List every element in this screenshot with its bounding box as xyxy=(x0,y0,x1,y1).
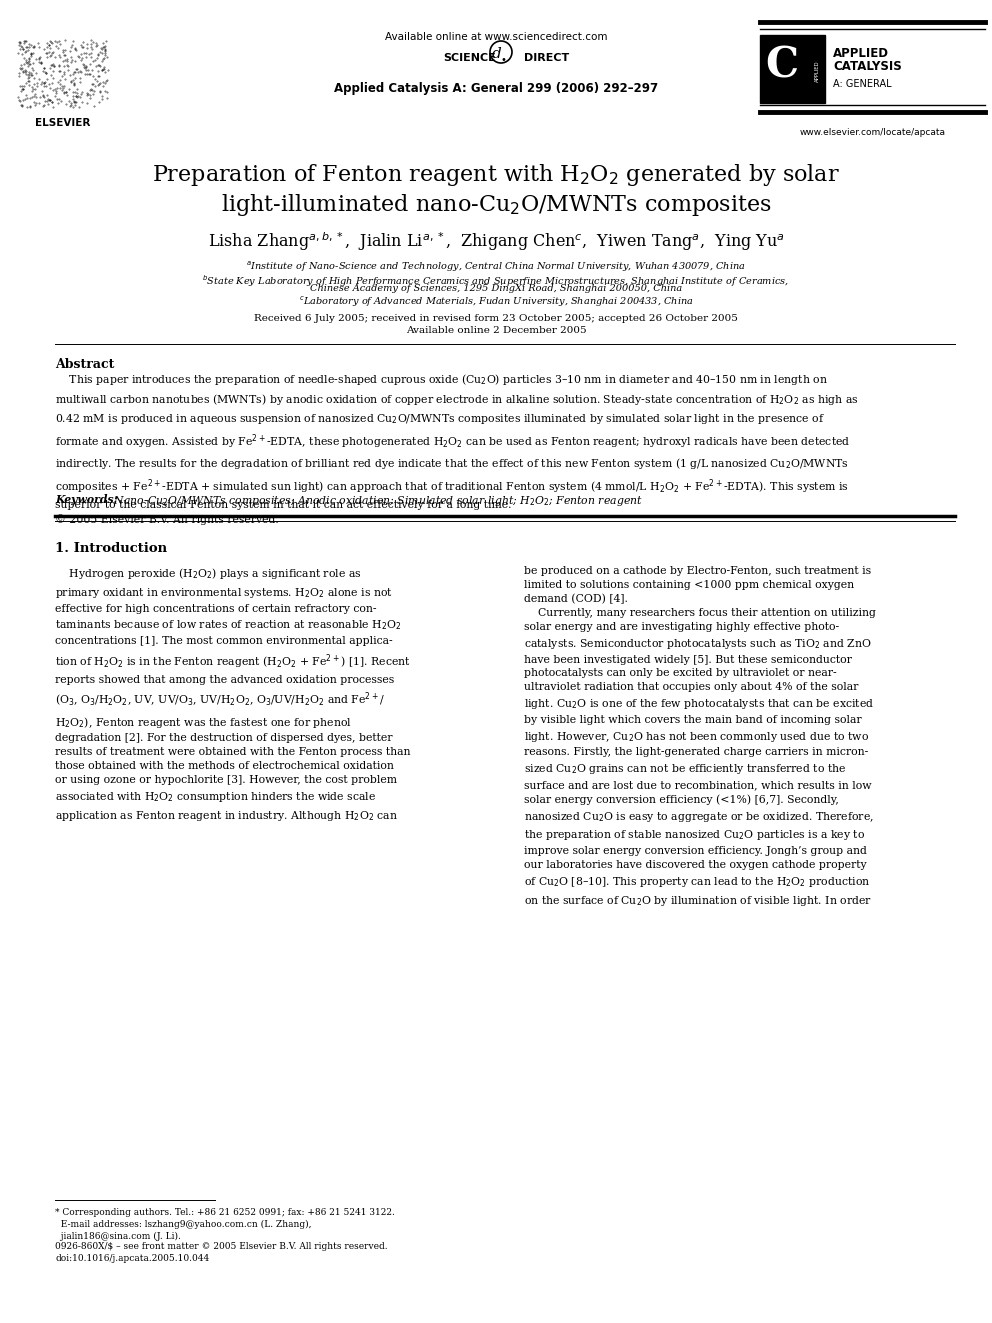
Text: APPLIED: APPLIED xyxy=(833,48,889,60)
Text: Applied Catalysis A: General 299 (2006) 292–297: Applied Catalysis A: General 299 (2006) … xyxy=(334,82,658,95)
Text: $^a$Institute of Nano-Science and Technology, Central China Normal University, W: $^a$Institute of Nano-Science and Techno… xyxy=(246,261,746,274)
Text: A: GENERAL: A: GENERAL xyxy=(833,79,892,89)
Text: 0926-860X/$ – see front matter © 2005 Elsevier B.V. All rights reserved.
doi:10.: 0926-860X/$ – see front matter © 2005 El… xyxy=(55,1242,388,1262)
Text: ELSEVIER: ELSEVIER xyxy=(36,118,90,128)
Text: Received 6 July 2005; received in revised form 23 October 2005; accepted 26 Octo: Received 6 July 2005; received in revise… xyxy=(254,314,738,323)
Text: d: d xyxy=(492,48,502,61)
Text: Preparation of Fenton reagent with H$_2$O$_2$ generated by solar: Preparation of Fenton reagent with H$_2$… xyxy=(152,161,840,188)
Text: Lisha Zhang$^{a,b,*}$,  Jialin Li$^{a,*}$,  Zhigang Chen$^{c}$,  Yiwen Tang$^{a}: Lisha Zhang$^{a,b,*}$, Jialin Li$^{a,*}$… xyxy=(207,230,785,253)
Text: SCIENCE: SCIENCE xyxy=(443,53,496,64)
Text: $^c$Laboratory of Advanced Materials, Fudan University, Shanghai 200433, China: $^c$Laboratory of Advanced Materials, Fu… xyxy=(299,295,693,310)
Text: Chinese Academy of Sciences, 1295 DingXi Road, Shanghai 200050, China: Chinese Academy of Sciences, 1295 DingXi… xyxy=(310,284,682,292)
Text: light-illuminated nano-Cu$_2$O/MWNTs composites: light-illuminated nano-Cu$_2$O/MWNTs com… xyxy=(220,192,772,218)
Text: This paper introduces the preparation of needle-shaped cuprous oxide (Cu$_2$O) p: This paper introduces the preparation of… xyxy=(55,372,858,525)
Text: * Corresponding authors. Tel.: +86 21 6252 0991; fax: +86 21 5241 3122.
  E-mail: * Corresponding authors. Tel.: +86 21 62… xyxy=(55,1208,395,1241)
Text: $^b$State Key Laboratory of High Performance Ceramics and Superfine Microstructu: $^b$State Key Laboratory of High Perform… xyxy=(202,273,790,288)
Text: APPLIED: APPLIED xyxy=(814,61,819,82)
FancyBboxPatch shape xyxy=(760,34,825,103)
Text: Abstract: Abstract xyxy=(55,359,114,370)
Text: •: • xyxy=(501,56,507,65)
Text: Nano-Cu$_2$O/MWNTs composites; Anodic oxidation; Simulated solar light; H$_2$O$_: Nano-Cu$_2$O/MWNTs composites; Anodic ox… xyxy=(107,493,643,508)
Text: DIRECT: DIRECT xyxy=(524,53,569,64)
Text: CATALYSIS: CATALYSIS xyxy=(833,60,902,73)
Text: be produced on a cathode by Electro-Fenton, such treatment is
limited to solutio: be produced on a cathode by Electro-Fent… xyxy=(524,566,876,908)
Text: 1. Introduction: 1. Introduction xyxy=(55,542,167,556)
Text: Available online at www.sciencedirect.com: Available online at www.sciencedirect.co… xyxy=(385,32,607,42)
Text: Hydrogen peroxide (H$_2$O$_2$) plays a significant role as
primary oxidant in en: Hydrogen peroxide (H$_2$O$_2$) plays a s… xyxy=(55,566,411,823)
Text: Available online 2 December 2005: Available online 2 December 2005 xyxy=(406,325,586,335)
Text: C: C xyxy=(765,45,799,87)
Text: Keywords:: Keywords: xyxy=(55,493,118,505)
Text: www.elsevier.com/locate/apcata: www.elsevier.com/locate/apcata xyxy=(800,128,945,138)
